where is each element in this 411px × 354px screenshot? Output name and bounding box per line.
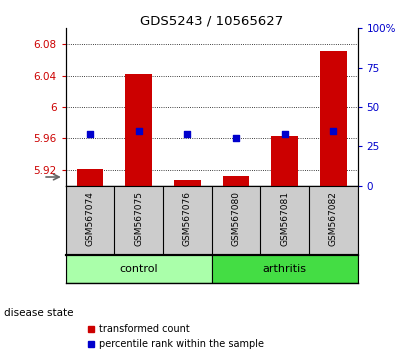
Point (136, 128, 142, 133)
Text: GSM567080: GSM567080 (231, 191, 240, 246)
Text: GSM567074: GSM567074 (85, 191, 95, 246)
Point (233, 136, 239, 141)
Text: GSM567081: GSM567081 (280, 191, 289, 246)
Legend: transformed count, percentile rank within the sample: transformed count, percentile rank withi… (87, 324, 264, 349)
Bar (320, 51, 346, 185)
Bar (223, 176, 249, 185)
Text: control: control (120, 264, 158, 274)
Bar (77, 169, 104, 185)
Bar (174, 180, 201, 185)
Text: GSM567082: GSM567082 (329, 191, 338, 246)
Point (87, 131, 93, 137)
Text: GSM567076: GSM567076 (183, 191, 192, 246)
Bar (271, 136, 298, 185)
Bar (125, 74, 152, 185)
Point (330, 128, 337, 133)
Text: arthritis: arthritis (263, 264, 307, 274)
Bar (212, 255, 358, 283)
Point (281, 131, 288, 137)
Text: GSM567075: GSM567075 (134, 191, 143, 246)
Bar (66, 255, 212, 283)
Title: GDS5243 / 10565627: GDS5243 / 10565627 (140, 14, 283, 27)
Point (184, 131, 191, 137)
Text: disease state: disease state (4, 308, 74, 318)
